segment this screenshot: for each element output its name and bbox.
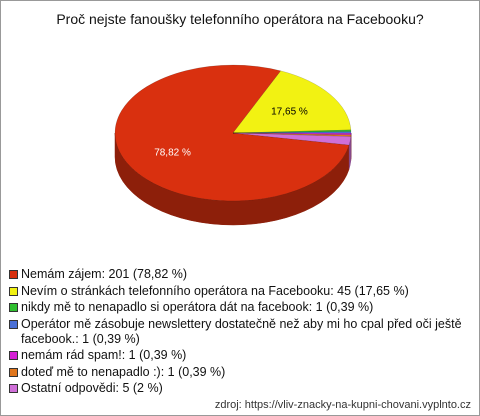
slice (232, 132, 352, 137)
pie-area: 78,82 % 17,65 % (114, 64, 352, 226)
legend-label: doteď mě to nenapadlo :): 1 (0,39 %) (21, 364, 226, 379)
legend-swatch (9, 303, 18, 312)
legend: Nemám zájem: 201 (78,82 %) Nevím o stránk… (9, 267, 471, 398)
data-label: 17,65 % (271, 107, 308, 118)
legend-swatch (9, 367, 18, 377)
legend-label: Nemám zájem: 201 (78,82 %) (21, 267, 188, 281)
slice (232, 132, 352, 136)
legend-item: nemám rád spam!: 1 (0,39 %) (9, 348, 471, 363)
legend-item: Nevím o stránkách telefonního operátora … (9, 284, 471, 299)
legend-item: doteď mě to nenapadlo :): 1 (0,39 %) (9, 365, 471, 380)
legend-label: nikdy mě to nenapadlo si operátora dát n… (21, 300, 374, 314)
slice (232, 132, 352, 146)
legend-swatch (9, 319, 18, 329)
slice (114, 64, 350, 202)
legend-label: Ostatní odpovědi: 5 (2 %) (21, 381, 163, 395)
slice (232, 131, 352, 134)
slice (232, 70, 352, 134)
legend-item: Ostatní odpovědi: 5 (2 %) (9, 381, 471, 396)
legend-swatch (9, 351, 18, 360)
legend-swatch (9, 384, 18, 393)
data-label: 78,82 % (154, 147, 191, 158)
source: zdroj: https://vliv-znacky-na-kupni-chov… (214, 399, 471, 411)
legend-swatch (9, 270, 18, 279)
legend-item: Operátor mě zásobuje newslettery dostate… (9, 317, 471, 347)
chart-title: Proč nejste fanoušky telefonního operáto… (56, 11, 424, 27)
legend-label: Operátor mě zásobuje newslettery dostate… (21, 316, 462, 346)
legend-label: nemám rád spam!: 1 (0,39 %) (21, 348, 187, 362)
slice (232, 129, 352, 134)
legend-swatch (9, 286, 18, 296)
legend-item: nikdy mě to nenapadlo si operátora dát n… (9, 300, 471, 315)
legend-item: Nemám zájem: 201 (78,82 %) (9, 267, 471, 282)
legend-label: Nevím o stránkách telefonního operátora … (21, 283, 409, 298)
